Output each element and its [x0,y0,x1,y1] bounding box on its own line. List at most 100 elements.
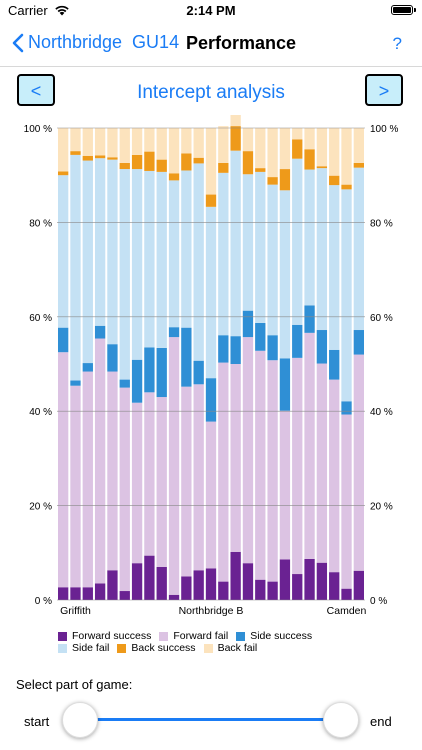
wifi-icon [55,5,69,16]
bar-segment [218,126,229,163]
bar-segment [82,371,93,588]
bar-segment [316,128,328,167]
legend-swatch [203,643,213,653]
previous-chart-button[interactable]: < [17,74,55,106]
bar-segment [316,166,328,169]
range-slider-end-thumb[interactable] [323,702,359,738]
y-tick-label-left: 60 % [29,313,52,324]
bar-segment [267,581,278,600]
legend-item: Side success [236,630,312,642]
bar-segment [316,168,328,331]
bar-segment [181,153,192,171]
bar-segment [218,581,229,600]
battery-icon [391,5,416,15]
next-chart-button[interactable]: > [365,74,403,106]
bar-segment [267,184,278,336]
y-tick-label-right: 80 % [370,218,393,229]
bar-segment [279,128,291,170]
back-button-label: Northbridge GU14 [28,32,180,52]
bar-segment [82,363,93,372]
bar-segment [119,128,130,163]
legend-swatch [236,631,246,641]
bar-segment [242,337,254,564]
bar-segment [193,360,204,385]
bar-segment [168,594,180,600]
bar-segment [341,401,352,415]
bar-segment [156,159,167,172]
range-slider-start-thumb[interactable] [62,702,98,738]
bar-segment [341,189,352,402]
bar-segment [119,162,130,170]
bar-segment [230,551,241,600]
bar-segment [304,149,315,170]
bar-segment [58,175,69,328]
bar-segment [242,174,254,311]
bar-segment [82,128,93,156]
bar-segment [107,371,118,571]
bar-segment [205,206,217,379]
bar-segment [94,158,106,326]
bar-segment [292,574,303,600]
y-tick-label-right: 60 % [370,313,393,324]
bar-segment [168,337,180,595]
bar-segment [58,352,69,588]
legend-item: Forward success [58,630,151,642]
back-button[interactable]: Northbridge GU14 [12,32,179,53]
y-tick-label-right: 100 % [370,124,398,135]
bar-segment [131,128,143,155]
chevron-left-icon [12,33,24,52]
bar-segment [119,387,130,592]
bar-segment [144,151,155,171]
help-button[interactable]: ? [392,34,402,53]
bar-segment [329,128,340,176]
bar-segment [107,344,118,372]
bar-segment [329,349,340,380]
y-tick-label-right: 20 % [370,502,393,513]
x-tick-label: Griffith [60,605,91,617]
y-tick-label-right: 0 % [370,596,387,607]
carrier-label: Carrier [8,3,48,18]
bar-segment [131,563,143,600]
bar-segment [156,566,167,600]
bar-segment [193,384,204,571]
bar-segment [304,332,315,559]
bar-segment [255,168,266,172]
bar-segment [70,154,81,381]
bar-segment [242,151,254,175]
bar-segment [230,115,241,127]
legend-item: Back fail [203,642,258,654]
range-slider-track[interactable] [80,718,342,721]
bar-segment [218,362,229,582]
x-tick-label: Northbridge B [179,605,244,617]
bar-segment [205,378,217,422]
bar-segment [304,128,315,150]
bar-segment [205,128,217,195]
bar-segment [292,139,303,159]
legend-label: Back fail [217,642,258,654]
legend-row: Side fail Back success Back fail [58,642,320,654]
bar-segment [218,172,229,336]
legend-row: Forward success Forward fail Side success [58,630,320,642]
y-tick-label-left: 40 % [29,407,52,418]
bar-segment [242,563,254,600]
bar-segment [193,128,204,158]
bar-segment [329,572,340,600]
bar-segment [329,379,340,573]
bar-segment [107,159,118,345]
bar-segment [193,163,204,361]
legend-swatch [58,643,67,653]
bar-segment [70,128,81,152]
chart-title: Intercept analysis [137,82,285,103]
bar-segment [156,397,167,567]
bar-segment [255,171,266,323]
y-tick-label-left: 20 % [29,502,52,513]
bar-segment [242,128,254,152]
bar-segment [267,128,278,178]
bar-segment [353,167,364,331]
bar-segment [82,155,93,161]
bar-segment [82,160,93,364]
bar-segment [341,184,352,190]
bar-segment [205,568,217,600]
bar-segment [94,583,106,600]
bar-segment [304,305,315,333]
